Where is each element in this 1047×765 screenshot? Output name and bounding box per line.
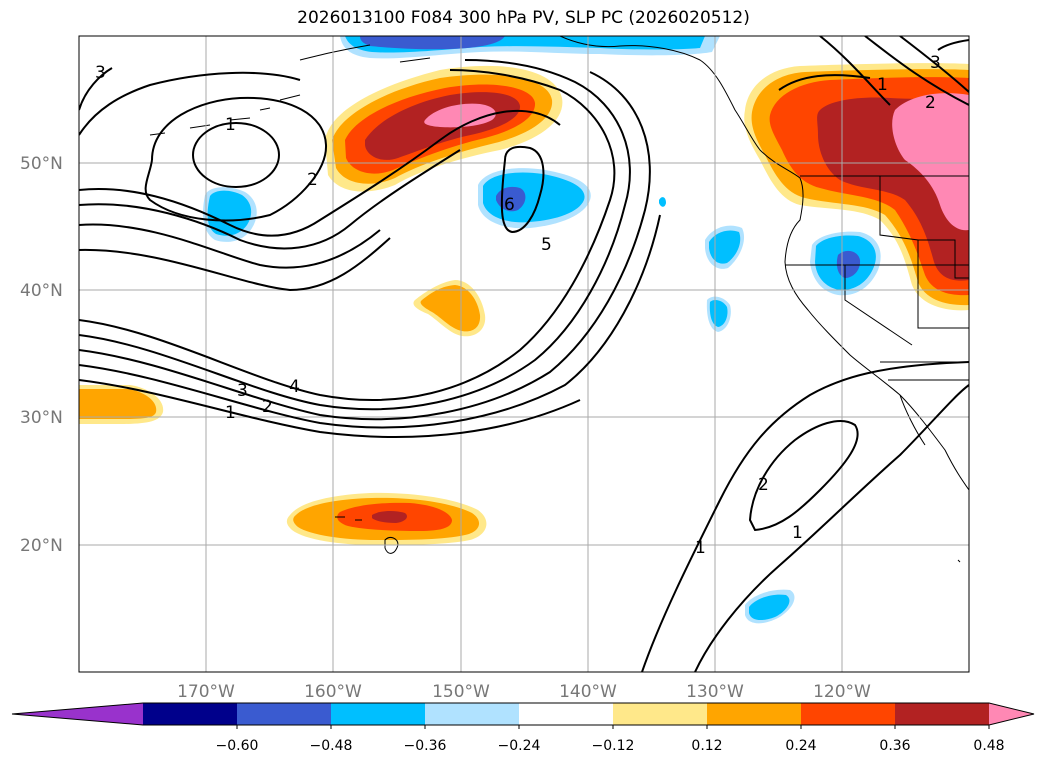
lat-label-30n: 30°N [20,408,63,428]
contour-label-mid-3: 3 [237,381,248,401]
lon-label-130w: 130°W [686,682,744,702]
latitude-labels: 50°N 40°N 30°N 20°N [20,154,63,556]
contour-label-mid-2: 2 [262,397,273,417]
colorbar-tick-label: −0.36 [404,738,447,754]
colorbar-segment [707,703,801,725]
contour-label-low-6: 6 [504,195,515,215]
contour-label-mid-1: 1 [225,403,236,423]
contour-label-mid-4: 4 [289,377,300,397]
contour-label-se-1b: 1 [792,523,803,543]
slp-contours [79,36,969,672]
colorbar-outline [11,702,1035,726]
map-title: 2026013100 F084 300 hPa PV, SLP PC (2026… [297,8,750,28]
contour-label-ne-1: 1 [877,75,888,95]
contour-label-se-2: 2 [758,475,769,495]
coastlines [149,36,969,563]
lat-label-50n: 50°N [20,154,63,174]
lon-label-160w: 160°W [304,682,362,702]
map-frame [78,35,970,673]
contour-label-nw-2: 2 [307,170,318,190]
pv-negative-tiny [659,197,666,207]
contour-labels: 3 1 2 6 5 3 4 1 2 1 2 3 2 1 1 [95,53,941,558]
colorbar-tick-label: 0.48 [973,738,1004,754]
colorbar-extend-min [12,703,143,725]
colorbar-tick-label: −0.24 [498,738,541,754]
longitude-labels: 170°W 160°W 150°W 140°W 130°W 120°W [177,682,871,702]
colorbar: −0.60 −0.48 −0.36 −0.24 −0.12 0.12 0.24 0.36 0.4… [11,702,1035,754]
colorbar-extend-max [989,703,1034,725]
lat-label-40n: 40°N [20,281,63,301]
colorbar-segment [895,703,989,725]
contour-label-se-1a: 1 [695,538,706,558]
colorbar-segment [425,703,519,725]
colorbar-segment [237,703,331,725]
colorbar-tick-label: 0.36 [879,738,910,754]
colorbar-tick-label: 0.24 [785,738,816,754]
colorbar-tick-label: −0.48 [310,738,353,754]
colorbar-segment [331,703,425,725]
lat-label-20n: 20°N [20,536,63,556]
pv-shading [79,36,969,624]
contour-label-low-5: 5 [541,235,552,255]
lon-label-150w: 150°W [432,682,490,702]
contour-label-ne-2: 2 [925,93,936,113]
contour-label-nw-1: 1 [225,115,236,135]
contour-label-ne-3: 3 [930,53,941,73]
colorbar-segment [143,703,237,725]
colorbar-tick-label: −0.60 [216,738,259,754]
gridlines [79,36,969,672]
lon-label-170w: 170°W [177,682,235,702]
lon-label-120w: 120°W [813,682,871,702]
contour-label-nw-3: 3 [95,63,106,83]
colorbar-tick-label: −0.12 [592,738,635,754]
lon-label-140w: 140°W [559,682,617,702]
colorbar-segment [519,703,613,725]
colorbar-segment [613,703,707,725]
colorbar-tick-label: 0.12 [691,738,722,754]
colorbar-segment [801,703,895,725]
